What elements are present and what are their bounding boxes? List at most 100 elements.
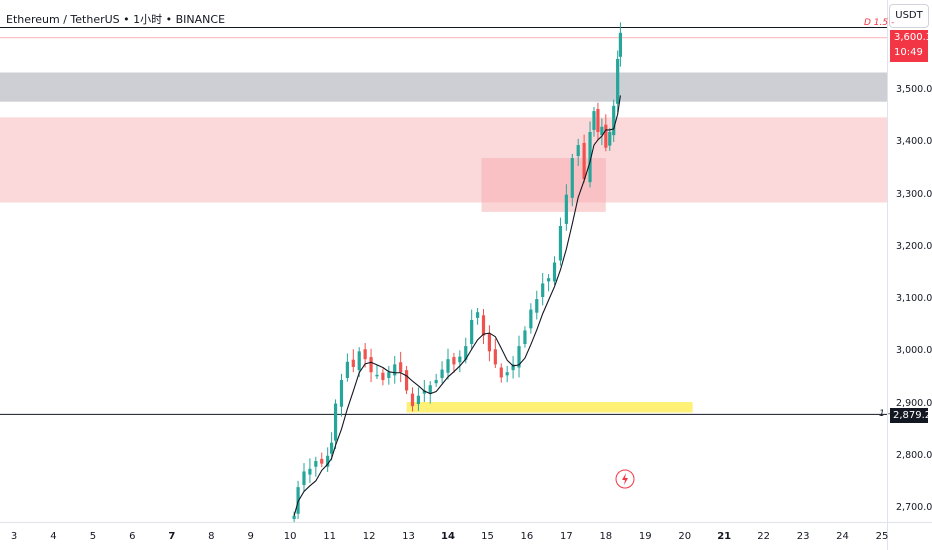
time-tick-label: 23	[796, 531, 810, 542]
candle-body	[600, 126, 604, 136]
candle-body	[505, 372, 509, 376]
candle-body	[475, 312, 480, 318]
candle-body	[345, 361, 349, 378]
candle-body	[375, 374, 379, 377]
candle-body	[552, 262, 557, 282]
candle-body	[493, 349, 497, 365]
candle-body	[511, 364, 515, 371]
time-tick-label: 20	[678, 531, 692, 542]
time-tick-label: 10	[283, 531, 297, 542]
price-tick-label: 3,200.00	[896, 240, 932, 252]
level-price-badge: 2,879.22	[890, 408, 932, 423]
time-tick-label: 19	[638, 531, 652, 542]
candle-body	[596, 109, 600, 132]
candle-body	[440, 369, 444, 378]
candle-body	[381, 372, 385, 381]
time-tick-label: 5	[89, 531, 97, 542]
candle-body	[470, 320, 474, 345]
candle-body	[339, 380, 344, 407]
candle-body	[558, 226, 563, 261]
time-tick-label: 24	[836, 531, 849, 542]
candle-body	[308, 468, 312, 475]
candle-body	[428, 385, 432, 394]
candle-body	[387, 372, 391, 378]
level-tag-bottom: 1 -	[879, 409, 891, 419]
countdown-value: 10:49	[894, 47, 923, 58]
candle-body	[564, 194, 568, 224]
time-tick-label: 13	[402, 531, 415, 542]
candle-body	[330, 442, 334, 454]
candle-body	[523, 330, 527, 345]
time-tick-label: 4	[50, 531, 57, 542]
candle-body	[369, 357, 373, 373]
candle-body	[446, 359, 450, 373]
time-tick-label: 3	[10, 531, 18, 542]
time-tick-label: 15	[481, 531, 494, 542]
candle-body	[547, 278, 551, 282]
time-tick-label: 21	[717, 531, 732, 542]
candle-body	[404, 370, 409, 391]
candle-body	[612, 105, 616, 136]
candle-body	[393, 364, 397, 376]
time-tick-label: 25	[875, 531, 889, 542]
zone-box-3	[406, 401, 693, 413]
candle-body	[541, 283, 545, 298]
candle-body	[618, 32, 623, 57]
zone-band-1	[0, 117, 887, 203]
candle-body	[458, 356, 462, 363]
candle-body	[302, 471, 306, 486]
candle-body	[363, 349, 367, 360]
candle-body	[570, 158, 574, 198]
time-tick-label: 14	[441, 531, 455, 542]
candle-body	[529, 309, 533, 329]
candle-body	[357, 351, 361, 371]
time-tick-label: 8	[208, 531, 215, 542]
candle-body	[292, 515, 296, 519]
last-price-badge: 3,600.33 10:49	[890, 30, 932, 62]
time-tick-label: 9	[247, 531, 254, 542]
candle-body	[487, 333, 492, 352]
candle-body	[452, 357, 456, 365]
price-tick-label: 2,800.00	[896, 449, 932, 461]
candle-body	[535, 299, 539, 313]
level-tag-top: D 1.5 -	[864, 18, 895, 28]
candle-body	[576, 145, 580, 157]
currency-button[interactable]: USDT	[889, 4, 929, 28]
price-tick-label: 2,700.00	[896, 502, 932, 513]
price-tick-label: 3,400.00	[896, 136, 932, 148]
candle-body	[326, 455, 330, 467]
price-tick-label: 2,900.00	[896, 397, 932, 409]
candle-body	[592, 111, 596, 130]
time-tick-label: 18	[599, 531, 613, 542]
candle-body	[464, 346, 468, 360]
candle-body	[588, 132, 592, 183]
time-tick-label: 6	[129, 531, 136, 542]
candle-body	[608, 132, 612, 146]
candle-body	[410, 393, 415, 407]
candle-body	[320, 458, 324, 464]
candle-body	[422, 390, 426, 394]
zone-box-2	[481, 158, 606, 212]
price-tick-label: 3,300.00	[896, 188, 932, 200]
time-tick-label: 17	[559, 531, 573, 542]
candle-body	[314, 461, 318, 467]
last-price-value: 3,600.33	[894, 32, 932, 43]
candle-body	[517, 346, 521, 368]
time-tick-label: 16	[520, 531, 534, 542]
candle-body	[604, 124, 608, 148]
candle-body	[616, 58, 620, 104]
candle-body	[434, 380, 438, 384]
moving-average-line	[293, 95, 621, 516]
zone-band-0	[0, 72, 887, 102]
time-tick-label: 22	[757, 531, 770, 542]
candle-body	[481, 315, 486, 336]
time-tick-label: 12	[362, 531, 376, 542]
candle-body	[582, 142, 586, 179]
candle-body	[351, 359, 355, 367]
price-tick-label: 3,500.00	[896, 84, 932, 96]
candle-body	[416, 395, 421, 405]
candle-body	[399, 362, 403, 373]
lightning-icon[interactable]	[615, 469, 635, 489]
time-tick-label: 11	[323, 531, 336, 542]
